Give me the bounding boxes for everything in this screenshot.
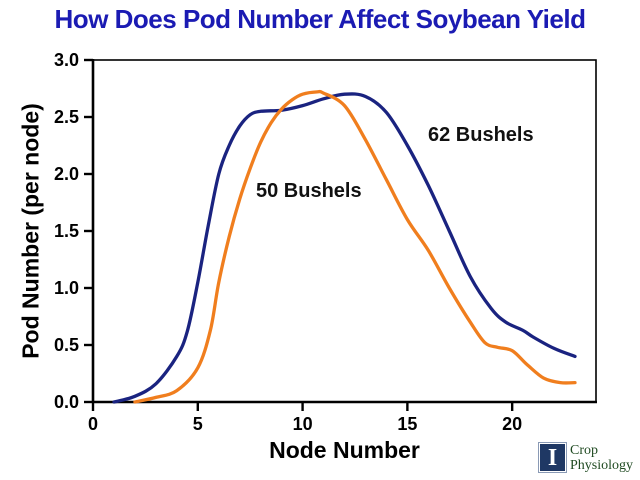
- logo-text-line1: Crop: [570, 442, 598, 458]
- x-tick-label: 5: [193, 414, 203, 434]
- y-tick-label: 1.5: [54, 221, 79, 241]
- x-tick-label: 10: [293, 414, 313, 434]
- plot-frame: [92, 59, 597, 403]
- y-tick-label: 0.0: [54, 392, 79, 412]
- y-tick-label: 1.0: [54, 278, 79, 298]
- series-label-62-bushels: 62 Bushels: [428, 124, 534, 146]
- crop-physiology-logo: I Crop Physiology: [538, 442, 633, 473]
- curve-50-bushels: [133, 89, 577, 404]
- x-tick-label: 0: [88, 414, 98, 434]
- y-tick-label: 2.5: [54, 107, 79, 127]
- y-tick-label: 0.5: [54, 335, 79, 355]
- y-tick-label: 2.0: [54, 164, 79, 184]
- curve-62-bushels: [112, 92, 577, 404]
- y-tick-label: 3.0: [54, 50, 79, 70]
- series-label-50-bushels: 50 Bushels: [256, 180, 362, 202]
- x-tick-label: 15: [397, 414, 417, 434]
- x-axis-label: Node Number: [269, 437, 420, 463]
- x-tick-label: 20: [502, 414, 522, 434]
- chart-title: How Does Pod Number Affect Soybean Yield: [54, 4, 586, 34]
- logo-text: Crop Physiology: [570, 443, 633, 473]
- y-axis-label: Pod Number (per node): [17, 103, 44, 359]
- block-i-logo-icon: I: [538, 442, 567, 473]
- block-i-letter: I: [547, 444, 558, 471]
- logo-text-line2: Physiology: [570, 457, 634, 473]
